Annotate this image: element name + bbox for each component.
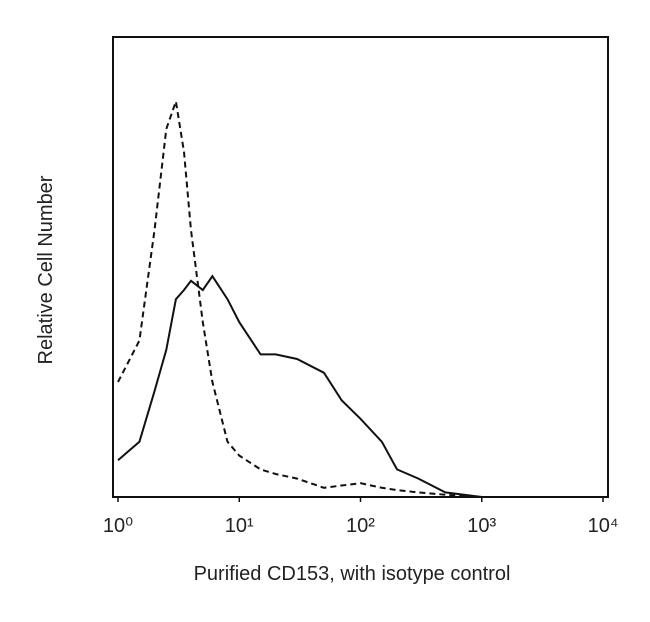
y-axis-label: Relative Cell Number bbox=[35, 175, 57, 364]
x-tick-label: 10² bbox=[346, 515, 375, 537]
x-tick-label: 10³ bbox=[467, 515, 496, 537]
plot-frame bbox=[112, 36, 609, 498]
x-tick-label: 10¹ bbox=[225, 515, 254, 537]
x-axis-label: Purified CD153, with isotype control bbox=[194, 563, 511, 585]
x-tick-label: 10⁴ bbox=[588, 515, 619, 537]
x-tick-label: 10⁰ bbox=[103, 515, 133, 537]
histogram-line bbox=[117, 101, 482, 498]
histogram-line bbox=[117, 274, 482, 498]
